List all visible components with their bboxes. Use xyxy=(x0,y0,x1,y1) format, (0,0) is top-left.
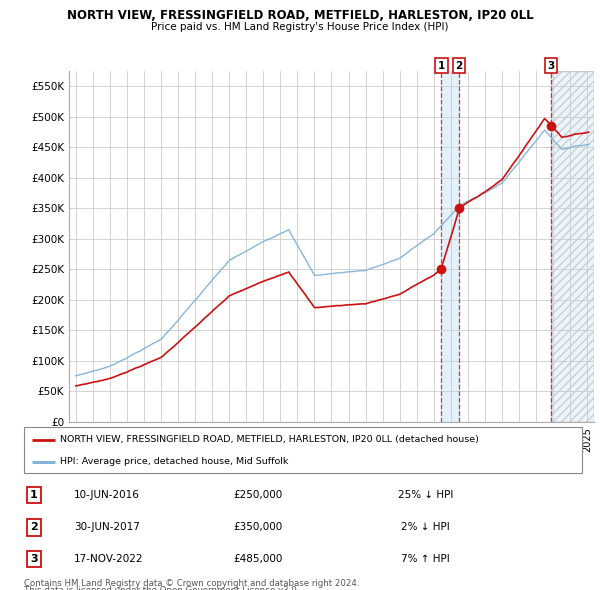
Text: £350,000: £350,000 xyxy=(234,523,283,532)
Text: 1: 1 xyxy=(437,61,445,71)
Text: 7% ↑ HPI: 7% ↑ HPI xyxy=(401,554,450,564)
Text: 2% ↓ HPI: 2% ↓ HPI xyxy=(401,523,450,532)
Bar xyxy=(551,71,594,422)
Text: 2: 2 xyxy=(455,61,463,71)
Bar xyxy=(441,71,459,422)
Text: Contains HM Land Registry data © Crown copyright and database right 2024.: Contains HM Land Registry data © Crown c… xyxy=(24,579,359,588)
Text: NORTH VIEW, FRESSINGFIELD ROAD, METFIELD, HARLESTON, IP20 0LL (detached house): NORTH VIEW, FRESSINGFIELD ROAD, METFIELD… xyxy=(60,435,479,444)
Text: This data is licensed under the Open Government Licence v3.0.: This data is licensed under the Open Gov… xyxy=(24,586,299,590)
Text: HPI: Average price, detached house, Mid Suffolk: HPI: Average price, detached house, Mid … xyxy=(60,457,289,466)
Text: £485,000: £485,000 xyxy=(233,554,283,564)
Text: NORTH VIEW, FRESSINGFIELD ROAD, METFIELD, HARLESTON, IP20 0LL: NORTH VIEW, FRESSINGFIELD ROAD, METFIELD… xyxy=(67,9,533,22)
Text: 3: 3 xyxy=(30,554,38,564)
Text: 1: 1 xyxy=(30,490,38,500)
Text: 3: 3 xyxy=(547,61,554,71)
Text: 30-JUN-2017: 30-JUN-2017 xyxy=(74,523,140,532)
Text: 10-JUN-2016: 10-JUN-2016 xyxy=(74,490,140,500)
Text: 2: 2 xyxy=(30,523,38,532)
Text: 25% ↓ HPI: 25% ↓ HPI xyxy=(398,490,454,500)
Text: Price paid vs. HM Land Registry's House Price Index (HPI): Price paid vs. HM Land Registry's House … xyxy=(151,22,449,32)
Text: 17-NOV-2022: 17-NOV-2022 xyxy=(74,554,144,564)
FancyBboxPatch shape xyxy=(24,427,582,473)
Text: £250,000: £250,000 xyxy=(234,490,283,500)
Bar xyxy=(551,71,594,422)
